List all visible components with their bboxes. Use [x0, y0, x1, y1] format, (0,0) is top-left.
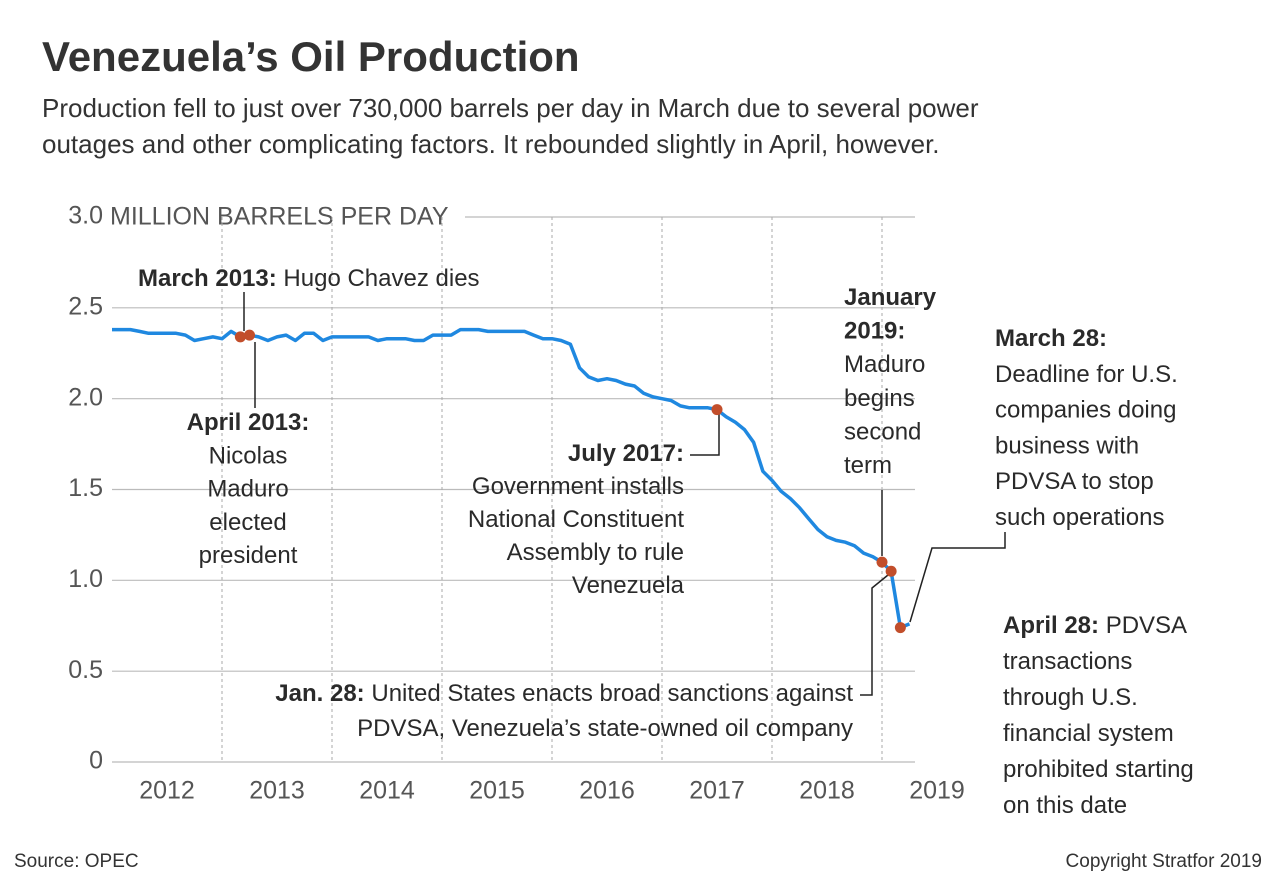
- annotation: Maduro: [207, 476, 288, 503]
- annotation: such operations: [995, 504, 1164, 531]
- y-tick-label: 2.5: [68, 292, 103, 320]
- annotation-text: financial system: [1003, 720, 1174, 747]
- annotation: financial system: [1003, 720, 1174, 747]
- connector: [909, 532, 1006, 623]
- annotation: Deadline for U.S.: [995, 361, 1178, 388]
- annotation-text: United States enacts broad sanctions aga…: [371, 680, 853, 707]
- annotation-title: April 2013:: [187, 409, 310, 436]
- annotation-text: Venezuela: [572, 572, 685, 599]
- annotation: April 2013:: [187, 409, 310, 436]
- connector: [860, 574, 889, 696]
- annotation: 2019:: [844, 318, 905, 345]
- annotation-text: term: [844, 452, 892, 479]
- annotation-text: through U.S.: [1003, 684, 1138, 711]
- subtitle: Production fell to just over 730,000 bar…: [42, 93, 979, 123]
- event-marker: [894, 622, 906, 634]
- chart-title: Venezuela’s Oil Production: [42, 33, 580, 80]
- annotation-text: president: [199, 543, 298, 570]
- annotation-text: such operations: [995, 504, 1164, 531]
- annotation: Maduro: [844, 352, 925, 379]
- y-axis-label: MILLION BARRELS PER DAY: [110, 203, 449, 231]
- annotation-title: January: [844, 284, 937, 311]
- annotation-text: Hugo Chavez dies: [283, 265, 479, 292]
- x-tick-label: 2013: [249, 777, 305, 805]
- annotation-title: March 28:: [995, 325, 1107, 352]
- annotation: Venezuela: [572, 572, 685, 599]
- annotation: Assembly to rule: [507, 539, 684, 566]
- annotation: Jan. 28: United States enacts broad sanc…: [275, 680, 853, 707]
- y-tick-label: 3.0: [68, 202, 103, 230]
- subtitle: outages and other complicating factors. …: [42, 129, 940, 159]
- annotation: second: [844, 419, 921, 446]
- annotation-text: transactions: [1003, 648, 1132, 675]
- x-tick-label: 2014: [359, 777, 415, 805]
- annotation-text: PDVSA: [1106, 612, 1187, 639]
- x-tick-label: 2019: [909, 777, 965, 805]
- annotation-text: business with: [995, 433, 1139, 460]
- annotation-text: companies doing: [995, 397, 1176, 424]
- annotation-title: July 2017:: [568, 440, 684, 467]
- annotation-title: Jan. 28:: [275, 680, 364, 707]
- connector: [690, 414, 720, 456]
- annotation: PDVSA, Venezuela’s state-owned oil compa…: [357, 715, 853, 742]
- annotation-text: PDVSA, Venezuela’s state-owned oil compa…: [357, 715, 853, 742]
- annotation-text: on this date: [1003, 792, 1127, 819]
- event-marker: [234, 331, 246, 343]
- annotation: January: [844, 284, 937, 311]
- annotation: president: [199, 543, 298, 570]
- annotation: July 2017:: [568, 440, 684, 467]
- annotation-text: PDVSA to stop: [995, 469, 1154, 496]
- annotation: PDVSA to stop: [995, 469, 1154, 496]
- annotation: Nicolas: [209, 443, 288, 470]
- annotation: companies doing: [995, 397, 1176, 424]
- annotation: begins: [844, 385, 915, 412]
- annotation-text: Maduro: [844, 352, 925, 379]
- annotation: transactions: [1003, 648, 1132, 675]
- annotation: prohibited starting: [1003, 756, 1194, 783]
- annotation: term: [844, 452, 892, 479]
- annotation: on this date: [1003, 792, 1127, 819]
- annotation-text: elected: [209, 509, 286, 536]
- annotation: elected: [209, 509, 286, 536]
- y-tick-label: 2.0: [68, 383, 103, 411]
- x-tick-label: 2016: [579, 777, 635, 805]
- annotation: March 2013: Hugo Chavez dies: [138, 265, 480, 292]
- annotation-text: Nicolas: [209, 443, 288, 470]
- annotation-text: prohibited starting: [1003, 756, 1194, 783]
- x-tick-label: 2012: [139, 777, 195, 805]
- x-tick-label: 2018: [799, 777, 855, 805]
- annotation: through U.S.: [1003, 684, 1138, 711]
- annotation-text: Deadline for U.S.: [995, 361, 1178, 388]
- annotation-text: begins: [844, 385, 915, 412]
- y-tick-label: 0: [89, 747, 103, 775]
- annotation-text: Government installs: [472, 473, 684, 500]
- y-tick-label: 1.0: [68, 565, 103, 593]
- x-tick-label: 2017: [689, 777, 745, 805]
- event-marker: [876, 556, 888, 568]
- y-tick-label: 1.5: [68, 474, 103, 502]
- source: Source: OPEC: [14, 851, 139, 872]
- annotation: Government installs: [472, 473, 684, 500]
- annotation: April 28: PDVSA: [1003, 612, 1187, 639]
- annotation: March 28:: [995, 325, 1107, 352]
- annotation-text: Assembly to rule: [507, 539, 684, 566]
- x-tick-label: 2015: [469, 777, 525, 805]
- credit: Copyright Stratfor 2019: [1066, 851, 1262, 872]
- annotation: National Constituent: [468, 506, 684, 533]
- event-marker: [885, 565, 897, 577]
- y-tick-label: 0.5: [68, 656, 103, 684]
- event-marker: [711, 404, 723, 416]
- annotation-title: 2019:: [844, 318, 905, 345]
- annotation-text: Maduro: [207, 476, 288, 503]
- event-marker: [244, 329, 255, 341]
- annotation-title: March 2013:: [138, 265, 277, 292]
- annotation: business with: [995, 433, 1139, 460]
- annotation-title: April 28:: [1003, 612, 1099, 639]
- annotation-text: second: [844, 419, 921, 446]
- annotation-text: National Constituent: [468, 506, 684, 533]
